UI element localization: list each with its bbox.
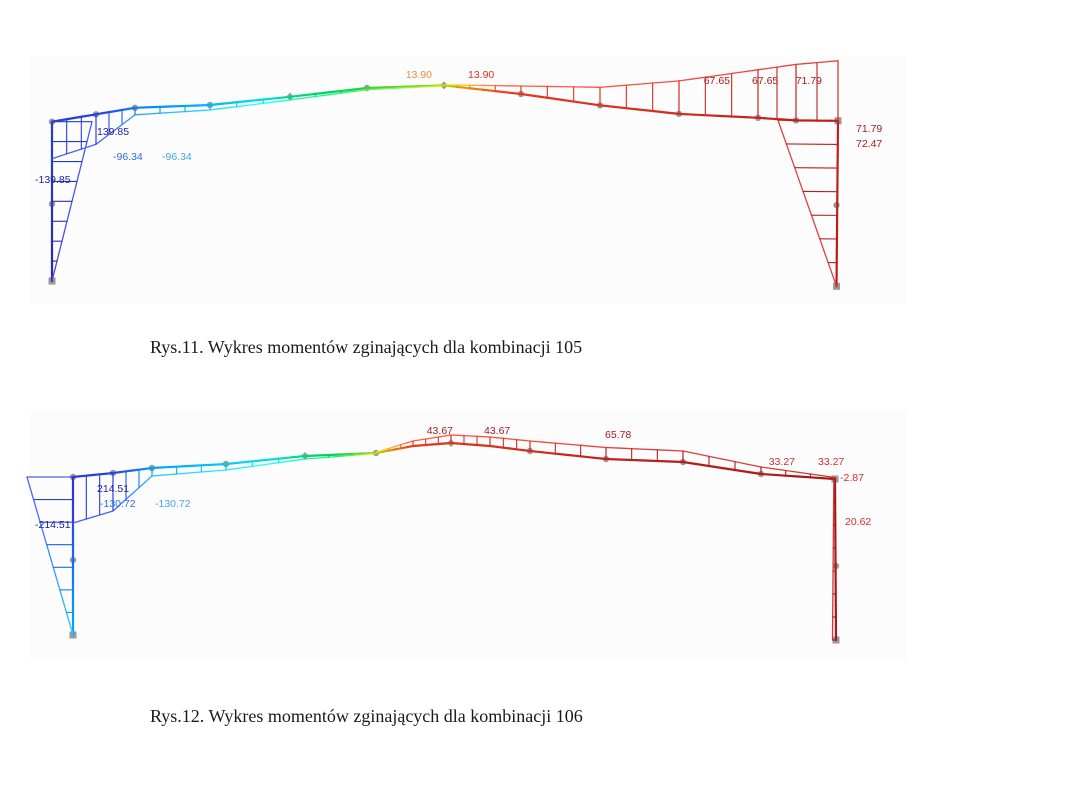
svg-text:33.27: 33.27: [769, 456, 795, 468]
svg-text:72.47: 72.47: [856, 138, 882, 150]
svg-text:214.51: 214.51: [97, 483, 129, 495]
svg-text:139.85: 139.85: [97, 126, 129, 138]
svg-text:13.90: 13.90: [468, 69, 494, 81]
svg-text:71.79: 71.79: [856, 123, 882, 135]
svg-text:13.90: 13.90: [406, 69, 432, 81]
svg-text:-96.34: -96.34: [162, 151, 192, 163]
svg-text:71.79: 71.79: [796, 75, 822, 87]
svg-text:67.65: 67.65: [752, 75, 778, 87]
svg-text:-130.72: -130.72: [155, 498, 191, 510]
svg-text:-214.51: -214.51: [35, 519, 71, 531]
svg-text:43.67: 43.67: [484, 425, 510, 437]
svg-text:33.27: 33.27: [818, 456, 844, 468]
svg-text:-2.87: -2.87: [840, 472, 864, 484]
svg-text:-130.72: -130.72: [100, 498, 136, 510]
svg-text:67.65: 67.65: [704, 75, 730, 87]
svg-text:43.67: 43.67: [427, 425, 453, 437]
svg-text:20.62: 20.62: [845, 516, 871, 528]
svg-text:-139.85: -139.85: [35, 174, 71, 186]
svg-text:-96.34: -96.34: [113, 151, 143, 163]
svg-text:65.78: 65.78: [605, 429, 631, 441]
